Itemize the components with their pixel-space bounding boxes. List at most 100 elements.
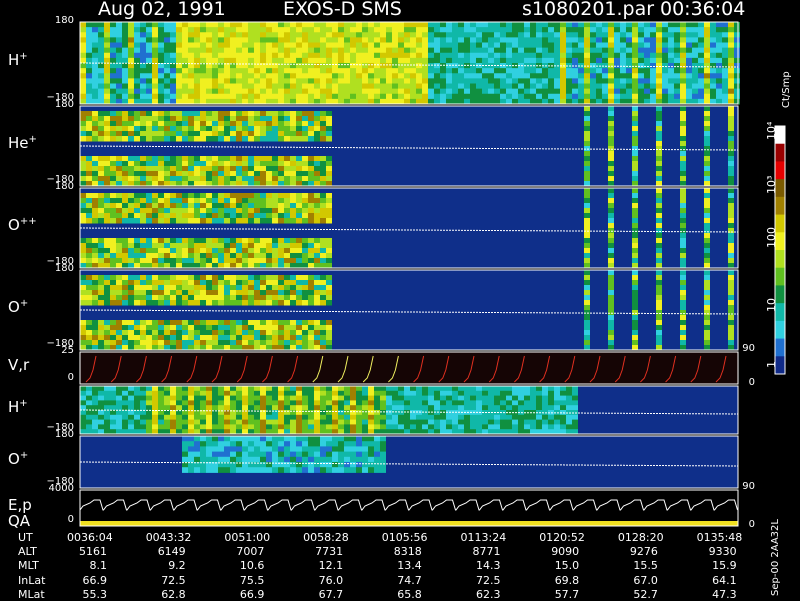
heatmap-cell — [122, 390, 128, 397]
heatmap-cell — [314, 27, 320, 33]
heatmap-cell — [164, 410, 170, 416]
heatmap-cell — [128, 335, 134, 341]
heatmap-cell — [584, 285, 590, 291]
heatmap-cell — [290, 208, 296, 214]
heatmap-cell — [224, 436, 230, 442]
heatmap-cell — [662, 73, 668, 79]
heatmap-cell — [314, 111, 320, 117]
heatmap-cell — [164, 395, 170, 401]
right-tick: 0 — [748, 519, 755, 530]
heatmap-cell — [506, 42, 512, 49]
heatmap-cell — [656, 228, 662, 234]
heatmap-cell — [116, 280, 122, 286]
heatmap-cell — [200, 275, 206, 281]
panel-label-charge: + — [19, 398, 28, 409]
heatmap-cell — [146, 198, 152, 204]
heatmap-cell — [446, 98, 452, 105]
heatmap-cell — [164, 181, 170, 187]
heatmap-cell — [158, 88, 164, 95]
heatmap-cell — [92, 52, 98, 59]
heatmap-cell — [98, 193, 104, 199]
heatmap-cell — [266, 166, 272, 172]
heatmap-cell — [428, 424, 434, 430]
heatmap-cell — [128, 181, 134, 187]
heatmap-cell — [116, 300, 122, 306]
heatmap-cell — [242, 395, 248, 401]
heatmap-cell — [704, 238, 710, 244]
heatmap-cell — [728, 176, 734, 182]
heatmap-cell — [350, 451, 356, 458]
heatmap-cell — [290, 414, 296, 421]
heatmap-cell — [608, 193, 614, 199]
heatmap-cell — [332, 83, 338, 90]
heatmap-cell — [350, 414, 356, 421]
heatmap-cell — [200, 156, 206, 162]
right-tick: 90 — [742, 343, 755, 354]
heatmap-cell — [626, 63, 632, 69]
heatmap-cell — [200, 456, 206, 463]
heatmap-cell — [302, 198, 308, 204]
heatmap-cell — [728, 136, 734, 142]
heatmap-cell — [122, 121, 128, 127]
heatmap-cell — [146, 181, 152, 187]
heatmap-cell — [488, 414, 494, 421]
heatmap-cell — [122, 111, 128, 117]
heatmap-cell — [140, 116, 146, 122]
plot-time: 00:36:04 — [660, 0, 746, 20]
heatmap-cell — [146, 126, 152, 132]
heatmap-cell — [326, 88, 332, 95]
heatmap-cell — [608, 73, 614, 79]
heatmap-cell — [356, 390, 362, 397]
heatmap-cell — [242, 285, 248, 291]
heatmap-cell — [416, 414, 422, 421]
heatmap-cell — [422, 37, 428, 43]
heatmap-cell — [488, 93, 494, 100]
panel-frame — [79, 489, 739, 527]
heatmap-cell — [488, 390, 494, 397]
heatmap-cell — [290, 335, 296, 341]
heatmap-cell — [518, 42, 524, 49]
heatmap-cell — [728, 305, 734, 311]
heatmap-cell — [242, 166, 248, 172]
heatmap-cell — [524, 390, 530, 397]
heatmap-cell — [104, 243, 110, 249]
heatmap-cell — [374, 462, 380, 468]
heatmap-cell — [200, 290, 206, 296]
panel-label-charge: + — [28, 134, 37, 145]
heatmap-cell — [590, 73, 596, 79]
heatmap-cell — [290, 78, 296, 84]
heatmap-cell — [320, 325, 326, 331]
heatmap-cell — [218, 57, 224, 64]
heatmap-cell — [158, 395, 164, 401]
heatmap-cell — [584, 93, 590, 100]
heatmap-cell — [122, 166, 128, 172]
heatmap-cell — [164, 295, 170, 301]
heatmap-cell — [176, 98, 182, 105]
heatmap-cell — [92, 400, 98, 406]
heatmap-cell — [296, 98, 302, 105]
heatmap-cell — [392, 63, 398, 69]
heatmap-cell — [542, 424, 548, 430]
heatmap-cell — [140, 57, 146, 64]
heatmap-cell — [608, 151, 614, 157]
heatmap-cell — [380, 419, 386, 425]
heatmap-cell — [248, 136, 254, 142]
heatmap-cell — [284, 295, 290, 301]
heatmap-cell — [446, 68, 452, 74]
velocity-trace — [136, 355, 147, 383]
heatmap-cell — [248, 325, 254, 331]
heatmap-cell — [158, 330, 164, 336]
heatmap-cell — [176, 93, 182, 100]
heatmap-cell — [188, 47, 194, 54]
heatmap-cell — [92, 285, 98, 291]
heatmap-cell — [542, 414, 548, 421]
heatmap-cell — [560, 414, 566, 421]
heatmap-cell — [476, 400, 482, 406]
heatmap-cell — [128, 253, 134, 259]
heatmap-cell — [254, 285, 260, 291]
heatmap-cell — [212, 203, 218, 209]
heatmap-cell — [524, 32, 530, 38]
heatmap-cell — [584, 203, 590, 209]
ephemeris-value: 66.9 — [82, 573, 108, 587]
heatmap-cell — [236, 325, 242, 331]
